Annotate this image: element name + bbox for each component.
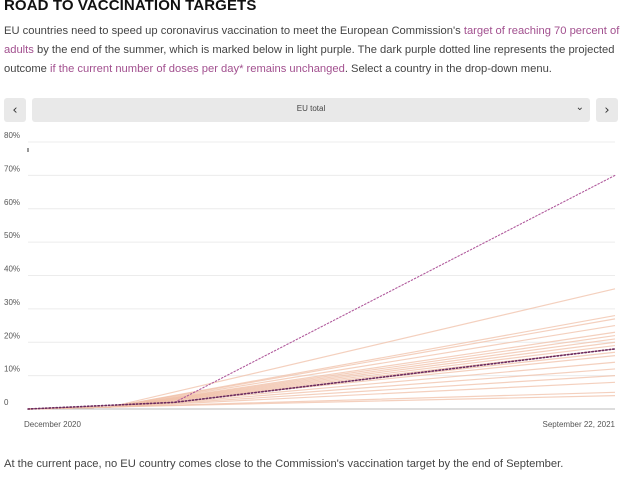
page-title: ROAD TO VACCINATION TARGETS: [4, 0, 257, 14]
country-select-value: EU total: [296, 104, 326, 113]
country-line: [27, 338, 616, 410]
target-line: [27, 174, 616, 410]
intro-part-3: . Select a country in the drop-down menu…: [344, 63, 552, 75]
y-tick-label: 20%: [4, 331, 20, 340]
vaccination-chart: 0 10% 20% 30% 40% 50% 60% 70% 80% December 2020 Se…: [4, 131, 616, 429]
y-tick-label: 40%: [4, 265, 20, 274]
country-line: [27, 375, 616, 410]
chevron-right-icon: ›: [604, 102, 610, 118]
chevron-left-icon: ‹: [12, 102, 18, 118]
intro-part-2: by the end of the summer, which is marke…: [4, 44, 615, 75]
doses-link[interactable]: if the current number of doses per day* …: [50, 63, 345, 75]
y-tick-label: 30%: [4, 298, 20, 307]
next-country-button[interactable]: ›: [596, 98, 618, 122]
country-line: [27, 395, 616, 410]
x-tick-label: September 22, 2021: [543, 420, 616, 429]
y-tick-label: 70%: [4, 164, 20, 173]
country-line: [27, 368, 616, 410]
footer-note: At the current pace, no EU country comes…: [4, 458, 564, 470]
projection-line: [27, 348, 616, 410]
x-tick-label: December 2020: [24, 420, 81, 429]
y-tick-label: 80%: [4, 131, 20, 140]
y-tick-label: 60%: [4, 198, 20, 207]
y-tick-label: 0: [4, 398, 9, 407]
intro-part-1: EU countries need to speed up coronaviru…: [4, 25, 464, 37]
y-tick-label: 50%: [4, 231, 20, 240]
intro-text: EU countries need to speed up coronaviru…: [4, 22, 632, 79]
y-tick-label: 10%: [4, 365, 20, 374]
previous-country-button[interactable]: ‹: [4, 98, 26, 122]
target-link[interactable]: target of reaching 70 percent of adults: [4, 25, 620, 56]
country-line: [27, 318, 616, 410]
chevron-down-icon: ⌄: [575, 102, 584, 113]
country-select[interactable]: EU total ⌄: [32, 98, 590, 122]
